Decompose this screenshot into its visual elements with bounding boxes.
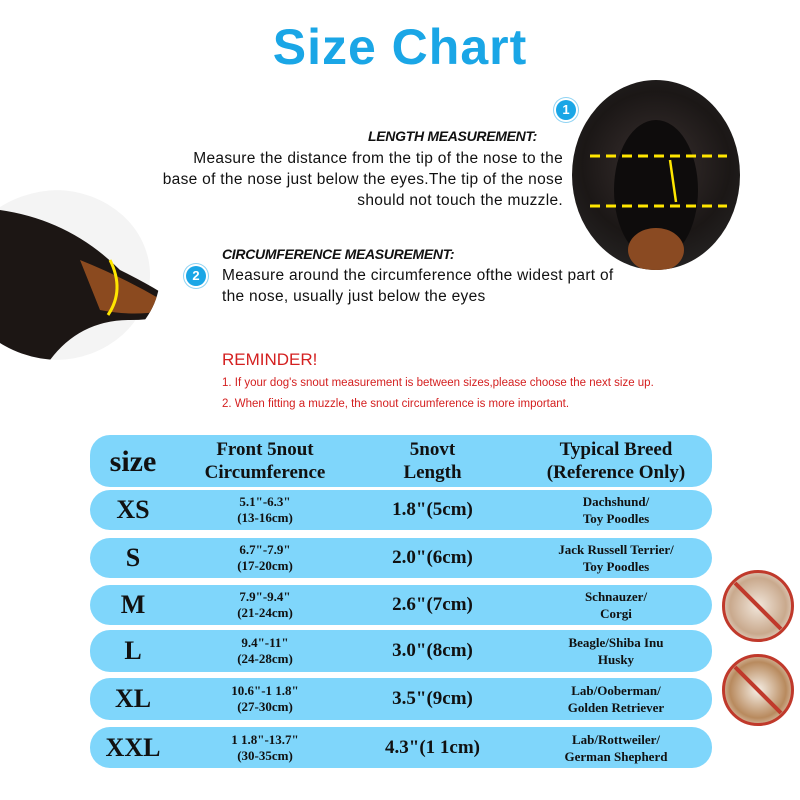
circ-in: 10.6"-1 1.8" [231, 683, 299, 698]
header-length: 5novt Length [350, 435, 515, 487]
shihtzu-no-icon [722, 654, 794, 726]
circ-cm: (21-24cm) [237, 605, 293, 620]
header-breed-line2: (Reference Only) [546, 462, 686, 483]
header-breed-line1: Typical Breed [559, 439, 673, 460]
step-1-badge: 1 [556, 100, 576, 120]
breed-line1: Beagle/Shiba Inu [568, 635, 664, 650]
header-circumference: Front 5nout Circumference [180, 435, 350, 487]
size-cell: XS [116, 495, 150, 524]
breed-line1: Schnauzer/ [584, 589, 648, 604]
header-size: size [109, 444, 157, 478]
size-cell: XL [114, 684, 152, 713]
table-row: XS 5.1"-6.3" (13-16cm) 1.8"(5cm) Dachshun… [90, 490, 712, 530]
table-row: S 6.7"-7.9" (17-20cm) 2.0"(6cm) Jack Russ… [90, 538, 712, 578]
circumference-cell: 10.6"-1 1.8" (27-30cm) [180, 678, 350, 720]
page-title: Size Chart [272, 19, 528, 75]
breed-cell: Lab/Rottweiler/German Shepherd [520, 727, 712, 768]
header-breed: Typical Breed (Reference Only) [520, 435, 712, 487]
circ-in: 6.7"-7.9" [239, 542, 291, 557]
reminder-item: 2. When fitting a muzzle, the snout circ… [222, 398, 570, 410]
length-cell: 1.8"(5cm) [392, 499, 473, 520]
circ-in: 7.9"-9.4" [239, 589, 291, 604]
breed-line1: Dachshund/ [582, 494, 650, 509]
breed-line2: German Shepherd [564, 748, 668, 764]
table-row: M 7.9"-9.4" (21-24cm) 2.6"(7cm) Schnauzer… [90, 585, 712, 625]
table-row: XL 10.6"-1 1.8" (27-30cm) 3.5"(9cm) Lab/O… [90, 678, 712, 720]
dog-front-photo [572, 80, 740, 270]
size-cell: S [125, 543, 141, 572]
length-guide-lines [590, 120, 727, 270]
circumference-heading: CIRCUMFERENCE MEASUREMENT: [222, 246, 455, 262]
breed-cell: Dachshund/Toy Poodles [520, 490, 712, 530]
circ-in: 1 1.8"-13.7" [231, 731, 299, 747]
breed-line1: Lab/Ooberman/ [571, 683, 661, 698]
length-cell: 3.5"(9cm) [392, 688, 473, 709]
circumference-cell: 6.7"-7.9" (17-20cm) [180, 538, 350, 578]
size-cell: XXL [105, 732, 161, 762]
length-cell: 4.3"(1 1cm) [385, 736, 480, 758]
breed-line2: Toy Poodles [582, 559, 650, 574]
circumference-cell: 7.9"-9.4" (21-24cm) [180, 585, 350, 625]
header-circ-line1: Front 5nout [216, 439, 314, 460]
breed-line2: Husky [597, 652, 635, 667]
circumference-text: Measure around the circumference ofthe w… [222, 267, 614, 305]
breed-line2: Toy Poodles [582, 511, 650, 526]
circ-cm: (17-20cm) [237, 558, 293, 573]
circ-cm: (13-16cm) [237, 510, 293, 525]
breed-line2: Golden Retriever [567, 700, 665, 715]
circumference-cell: 9.4"-11" (24-28cm) [180, 630, 350, 672]
header-circ-line2: Circumference [204, 462, 326, 483]
breed-cell: Jack Russell Terrier/Toy Poodles [520, 538, 712, 578]
length-cell: 3.0"(8cm) [392, 640, 473, 661]
circ-cm: (24-28cm) [237, 651, 293, 666]
circumference-cell: 5.1"-6.3" (13-16cm) [180, 490, 350, 530]
length-heading: LENGTH MEASUREMENT: [368, 128, 538, 144]
breed-line1: Lab/Rottweiler/ [571, 731, 661, 747]
table-row: XXL 1 1.8"-13.7" (30-35cm) 4.3"(1 1cm) La… [90, 727, 712, 768]
table-header: size Front 5nout Circumference 5novt Lengt… [90, 435, 712, 487]
length-text: Measure the distance from the tip of the… [162, 150, 563, 209]
breed-line2: Corgi [600, 606, 632, 621]
reminder-item: 1. If your dog's snout measurement is be… [222, 377, 654, 389]
breed-cell: Schnauzer/Corgi [520, 585, 712, 625]
length-cell: 2.6"(7cm) [392, 594, 473, 615]
breed-cell: Lab/Ooberman/Golden Retriever [520, 678, 712, 720]
size-cell: M [120, 590, 146, 619]
table-row: L 9.4"-11" (24-28cm) 3.0"(8cm) Beagle/Shi… [90, 630, 712, 672]
length-cell: 2.0"(6cm) [392, 547, 473, 568]
circ-cm: (27-30cm) [237, 699, 293, 714]
circumference-cell: 1 1.8"-13.7" (30-35cm) [180, 727, 350, 768]
size-cell: L [124, 636, 142, 665]
dog-side-photo [0, 190, 160, 360]
header-len-line2: Length [403, 462, 462, 483]
breed-line1: Jack Russell Terrier/ [558, 542, 674, 557]
circ-in: 9.4"-11" [241, 635, 289, 650]
circ-cm: (30-35cm) [237, 747, 293, 763]
step-2-badge: 2 [186, 266, 206, 286]
reminder-heading: REMINDER! [222, 350, 318, 369]
bulldog-no-icon [722, 570, 794, 642]
header-len-line1: 5novt [409, 439, 456, 460]
circ-in: 5.1"-6.3" [239, 494, 291, 509]
breed-cell: Beagle/Shiba Inu Husky [520, 630, 712, 672]
